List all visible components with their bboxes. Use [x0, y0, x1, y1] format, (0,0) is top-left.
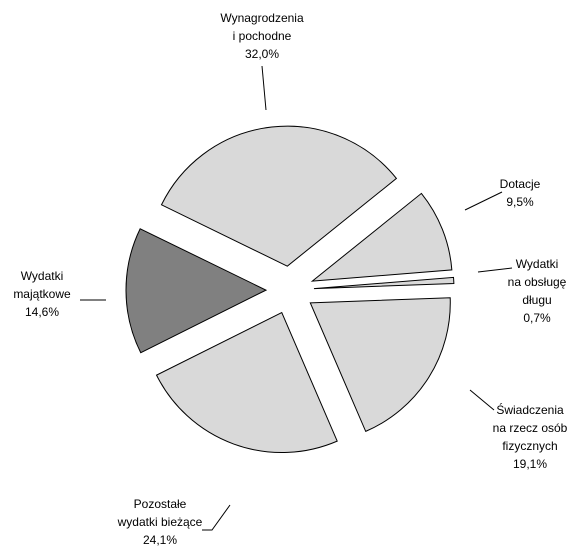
- label-line: Pozostałe: [134, 497, 187, 511]
- leader-line: [261, 65, 267, 111]
- label-line: na rzecz osób: [493, 421, 568, 435]
- leader-line: [202, 504, 231, 531]
- value-label: 14,6%: [25, 305, 59, 319]
- slice-label: Pozostałe wydatki bieżące 24,1%: [117, 497, 203, 547]
- pie-slice: [160, 125, 398, 267]
- label-line: majątkowe: [13, 287, 71, 301]
- label-line: Wydatki: [516, 257, 559, 271]
- label-line: na obsługę: [508, 275, 567, 289]
- slice-label: Wydatki na obsługę długu 0,7%: [508, 257, 567, 325]
- value-label: 32,0%: [245, 47, 279, 61]
- slice-label: Świadczenia na rzecz osób fizycznych 19,1%: [493, 402, 568, 471]
- label-line: fizycznych: [502, 439, 557, 453]
- label-line: i pochodne: [233, 29, 292, 43]
- label-line: Wynagrodzenia: [220, 11, 304, 25]
- pie-slice: [313, 276, 455, 290]
- label-line: Świadczenia: [496, 402, 564, 417]
- pie-slice: [309, 297, 451, 433]
- pie-slice: [125, 228, 268, 354]
- pie-slice: [310, 192, 453, 282]
- value-label: 19,1%: [513, 457, 547, 471]
- pie-slice: [155, 311, 338, 454]
- value-label: 9,5%: [506, 195, 534, 209]
- leader-line: [464, 191, 503, 211]
- slice-label: Wydatki majątkowe 14,6%: [13, 269, 71, 319]
- slice-label: Wynagrodzenia i pochodne 32,0%: [220, 11, 304, 61]
- label-line: wydatki bieżące: [117, 515, 203, 529]
- slice-label: Dotacje 9,5%: [500, 177, 541, 209]
- leader-line: [477, 267, 513, 273]
- label-line: Dotacje: [500, 177, 541, 191]
- leader-line: [469, 389, 495, 411]
- value-label: 0,7%: [523, 311, 551, 325]
- value-label: 24,1%: [143, 533, 177, 547]
- label-line: długu: [522, 293, 551, 307]
- label-line: Wydatki: [21, 269, 64, 283]
